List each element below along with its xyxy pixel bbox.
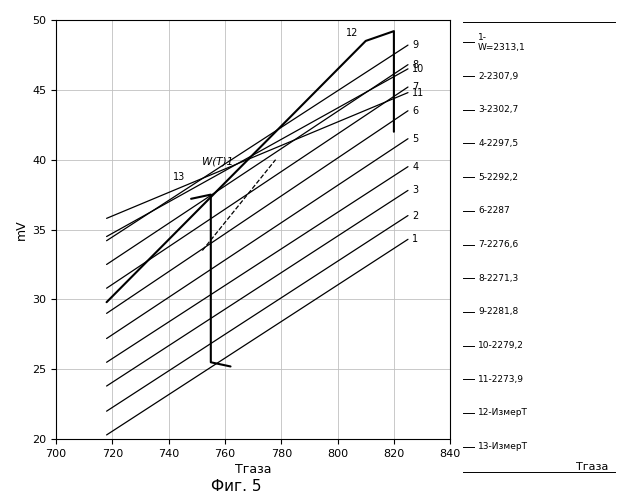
Text: 5: 5	[412, 134, 419, 144]
Text: 1-
W=2313,1: 1- W=2313,1	[478, 33, 526, 52]
Text: 6-2287: 6-2287	[478, 206, 510, 216]
Text: 10: 10	[412, 64, 424, 74]
Text: 2: 2	[412, 211, 419, 221]
Text: 2-2307,9: 2-2307,9	[478, 71, 519, 81]
Text: 11-2273,9: 11-2273,9	[478, 375, 524, 384]
Text: 8-2271,3: 8-2271,3	[478, 273, 519, 283]
Text: 4: 4	[412, 162, 419, 172]
Text: 13-ИзмерТ: 13-ИзмерТ	[478, 442, 528, 451]
Text: 7-2276,6: 7-2276,6	[478, 240, 519, 249]
Text: 13: 13	[173, 172, 186, 182]
Text: 1: 1	[412, 235, 419, 245]
Y-axis label: mV: mV	[15, 219, 28, 240]
Text: 10-2279,2: 10-2279,2	[478, 341, 524, 350]
Text: 7: 7	[412, 82, 419, 92]
Text: 11: 11	[412, 88, 424, 98]
Text: 12: 12	[345, 28, 358, 38]
Text: 3: 3	[412, 186, 419, 196]
Text: 3-2302,7: 3-2302,7	[478, 105, 519, 114]
Text: Фиг. 5: Фиг. 5	[211, 479, 261, 494]
Text: 12-ИзмерТ: 12-ИзмерТ	[478, 408, 528, 418]
Text: W(T)1: W(T)1	[202, 157, 233, 167]
X-axis label: Тгаза: Тгаза	[235, 463, 271, 476]
Text: 6: 6	[412, 106, 419, 116]
Text: 8: 8	[412, 60, 419, 70]
Text: 5-2292,2: 5-2292,2	[478, 173, 518, 182]
Text: 9-2281,8: 9-2281,8	[478, 307, 519, 316]
Text: 4-2297,5: 4-2297,5	[478, 139, 519, 148]
Text: Тгаза: Тгаза	[576, 462, 609, 472]
Text: 9: 9	[412, 40, 419, 50]
